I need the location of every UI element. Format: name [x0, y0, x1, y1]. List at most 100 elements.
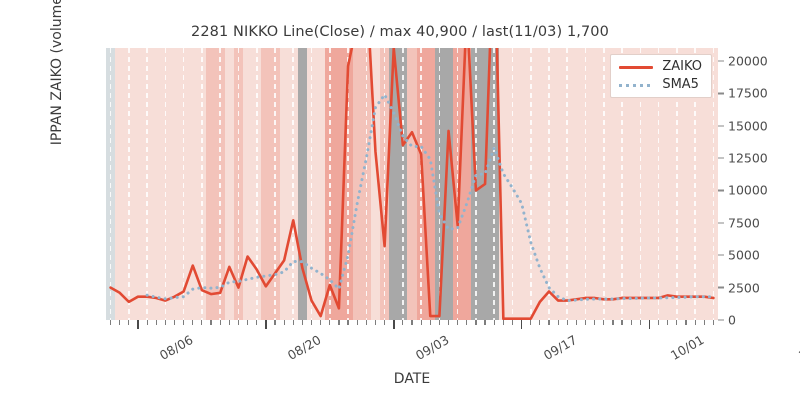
x-axis-major-tick — [520, 320, 523, 329]
y-tick-label: 7500 — [728, 215, 760, 231]
x-axis-minor-tick — [712, 320, 715, 325]
legend-label-zaiko: ZAIKO — [662, 59, 702, 74]
x-tick-label: 10/15 — [796, 332, 800, 364]
gridline — [383, 48, 386, 320]
series-layer — [109, 48, 715, 320]
legend-item-sma5[interactable]: SMA5 — [619, 78, 702, 91]
x-axis-minor-tick — [557, 320, 559, 325]
x-axis-minor-tick — [310, 320, 313, 325]
y-axis-tick: 20000 — [718, 53, 768, 68]
x-axis-minor-tick — [429, 320, 431, 325]
gridline — [310, 48, 313, 320]
gridline — [219, 48, 221, 320]
x-axis-minor-tick — [411, 320, 413, 325]
gridline — [548, 48, 550, 320]
x-axis-major-tick — [265, 320, 267, 329]
y-tick-mark — [718, 286, 724, 289]
x-axis-minor-tick — [192, 320, 194, 325]
gridline — [657, 48, 660, 320]
series-line-sma5 — [145, 91, 715, 303]
y-tick-mark — [718, 157, 724, 159]
gridline — [694, 48, 696, 320]
gridline — [255, 48, 258, 320]
y-axis-tick: 5000 — [718, 248, 760, 263]
x-axis-minor-tick — [658, 320, 660, 325]
gridline — [566, 48, 569, 320]
x-axis-minor-tick — [457, 320, 459, 325]
gridline — [639, 48, 642, 320]
y-axis-tick: 0 — [718, 313, 736, 328]
x-tick-label: 09/17 — [540, 332, 580, 364]
y-tick-mark — [718, 92, 724, 95]
x-axis-minor-tick — [237, 320, 240, 325]
x-axis-minor-tick — [493, 320, 495, 325]
y-tick-label: 12500 — [728, 150, 768, 166]
x-tick-label: 10/01 — [668, 332, 708, 364]
y-tick-mark — [718, 319, 724, 321]
x-axis-minor-tick — [347, 320, 349, 325]
x-axis-minor-tick — [694, 320, 696, 325]
y-axis-tick: 17500 — [718, 86, 768, 101]
x-axis-minor-tick — [228, 320, 230, 325]
x-axis-minor-tick — [119, 320, 121, 325]
y-axis-ticks: 0 2500 5000 7500 10000 12500 15000 17500 20000 — [718, 48, 798, 328]
x-axis-minor-tick — [621, 320, 623, 325]
gridline — [347, 48, 349, 320]
x-axis-minor-tick — [402, 320, 404, 325]
x-axis-minor-tick — [667, 320, 669, 325]
gridline — [603, 48, 605, 320]
x-axis-minor-tick — [374, 320, 377, 325]
x-axis-minor-tick — [128, 320, 130, 325]
legend-key-dotted-line-icon — [619, 79, 654, 91]
x-axis-minor-tick — [539, 320, 541, 325]
chart-legend[interactable]: ZAIKO SMA5 — [610, 54, 712, 98]
x-axis-minor-tick — [256, 320, 258, 325]
gridline — [365, 48, 368, 320]
y-tick-label: 5000 — [728, 247, 760, 263]
x-axis-minor-tick — [703, 320, 705, 325]
x-axis-minor-tick — [329, 320, 331, 325]
x-axis-minor-tick — [219, 320, 221, 325]
gridline — [529, 48, 532, 320]
y-axis-tick: 15000 — [718, 118, 768, 133]
chart-title: 2281 NIKKO Line(Close) / max 40,900 / la… — [191, 24, 609, 40]
gridline — [402, 48, 404, 320]
background-band — [370, 48, 381, 320]
y-tick-label: 20000 — [728, 53, 768, 69]
gridline — [511, 48, 514, 320]
y-axis-tick: 12500 — [718, 151, 768, 166]
x-axis-minor-tick — [274, 320, 276, 325]
gridline — [274, 48, 276, 320]
x-axis-minor-tick — [685, 320, 687, 325]
y-tick-label: 10000 — [728, 182, 768, 198]
x-axis-minor-tick — [502, 320, 504, 325]
x-axis-minor-tick — [603, 320, 605, 325]
x-axis-minor-tick — [155, 320, 157, 325]
x-axis-minor-tick — [438, 320, 440, 325]
y-tick-label: 17500 — [728, 85, 768, 101]
gridline — [621, 48, 623, 320]
x-axis-minor-tick — [575, 320, 577, 325]
legend-label-sma5: SMA5 — [662, 77, 699, 92]
x-axis-minor-tick — [676, 320, 678, 325]
background-band — [224, 48, 234, 320]
y-tick-label: 15000 — [728, 118, 768, 134]
y-axis-tick: 10000 — [718, 183, 768, 198]
y-tick-mark — [718, 254, 724, 256]
x-axis-minor-tick — [146, 320, 148, 325]
gridline — [182, 48, 185, 320]
x-axis-minor-tick — [173, 320, 176, 325]
gridline — [164, 48, 167, 320]
x-axis-minor-tick — [356, 320, 358, 325]
background-band — [115, 48, 207, 320]
legend-item-zaiko[interactable]: ZAIKO — [619, 60, 702, 73]
x-axis-minor-tick — [365, 320, 367, 325]
x-axis-minor-tick — [201, 320, 203, 325]
x-axis-minor-tick — [164, 320, 166, 325]
y-axis-tick: 2500 — [718, 280, 760, 295]
background-band — [297, 48, 307, 320]
x-axis-minor-tick — [420, 320, 422, 325]
x-axis-minor-tick — [246, 320, 249, 325]
x-axis-minor-tick — [109, 320, 112, 325]
